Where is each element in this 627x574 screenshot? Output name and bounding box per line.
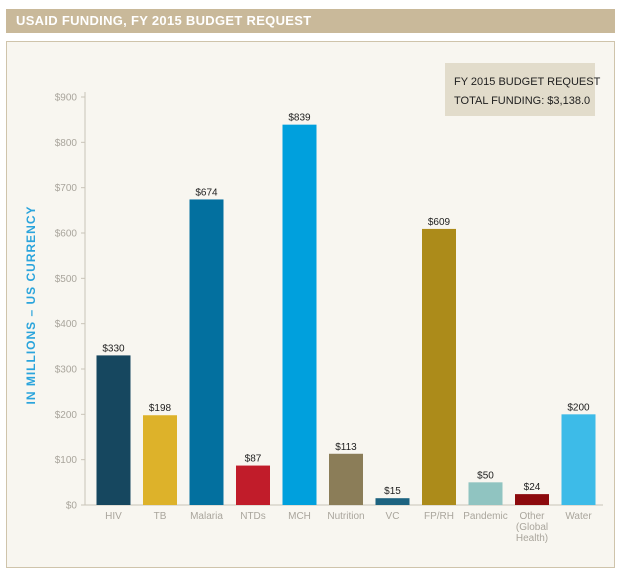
- category-label-line: Pandemic: [463, 511, 507, 522]
- category-label: HIV: [105, 511, 122, 522]
- data-label: $609: [428, 217, 451, 228]
- category-label-line: NTDs: [240, 511, 266, 522]
- y-tick-label: $200: [55, 410, 78, 421]
- category-label-line: Nutrition: [327, 511, 364, 522]
- category-label: Other (Global Health): [516, 511, 548, 544]
- category-label: Nutrition: [327, 511, 364, 522]
- y-tick-label: $100: [55, 455, 78, 466]
- category-label-line: VC: [386, 511, 400, 522]
- data-label: $839: [288, 113, 311, 124]
- category-label: TB: [154, 511, 167, 522]
- bar: [422, 228, 456, 506]
- y-tick-label: $800: [55, 138, 78, 149]
- category-label: FP/RH: [424, 511, 454, 522]
- bar: [561, 414, 596, 505]
- data-label: $24: [524, 482, 541, 493]
- total-funding-heading: FY 2015 BUDGET REQUEST: [454, 76, 601, 88]
- bar: [236, 465, 270, 505]
- category-label-line: Malaria: [190, 511, 223, 522]
- category-label-line: Water: [565, 511, 592, 522]
- y-tick-label: $400: [55, 319, 78, 330]
- category-label-line: TB: [154, 511, 167, 522]
- y-tick-label: $500: [55, 274, 78, 285]
- y-tick-label: $700: [55, 183, 78, 194]
- y-tick-label: $900: [55, 93, 78, 104]
- category-label-line: Other: [519, 511, 545, 522]
- category-label-line: Health): [516, 533, 548, 544]
- category-label-line: MCH: [288, 511, 311, 522]
- category-label-line: FP/RH: [424, 511, 454, 522]
- category-label: NTDs: [240, 511, 266, 522]
- data-label: $113: [335, 442, 357, 453]
- bar: [282, 124, 317, 506]
- bar: [329, 453, 363, 505]
- category-label-line: (Global: [516, 522, 548, 533]
- data-label: $87: [245, 454, 262, 465]
- data-label: $50: [477, 470, 494, 481]
- category-label: VC: [386, 511, 400, 522]
- y-tick-label: $600: [55, 229, 78, 240]
- data-label: $198: [149, 403, 172, 414]
- category-label: MCH: [288, 511, 311, 522]
- y-axis-label: IN MILLIONS – US CURRENCY: [24, 205, 38, 404]
- data-label: $330: [102, 343, 125, 354]
- category-label: Water: [565, 511, 592, 522]
- bar: [515, 494, 549, 505]
- chart-title: USAID FUNDING, FY 2015 BUDGET REQUEST: [16, 13, 312, 28]
- y-tick-label: $0: [66, 501, 78, 512]
- category-label-line: HIV: [105, 511, 122, 522]
- data-label: $15: [384, 486, 401, 497]
- data-label: $674: [195, 187, 218, 198]
- bar: [189, 199, 224, 505]
- data-label: $200: [567, 402, 590, 413]
- total-funding-box: FY 2015 BUDGET REQUEST TOTAL FUNDING: $3…: [445, 63, 601, 116]
- bar: [143, 415, 177, 505]
- y-tick-label: $300: [55, 365, 78, 376]
- total-funding-value: TOTAL FUNDING: $3,138.0: [454, 95, 591, 107]
- bar: [96, 355, 131, 505]
- chart-title-bar: USAID FUNDING, FY 2015 BUDGET REQUEST: [6, 9, 615, 33]
- bar: [468, 482, 503, 505]
- category-label: Pandemic: [463, 511, 507, 522]
- category-label: Malaria: [190, 511, 223, 522]
- bar: [375, 498, 410, 505]
